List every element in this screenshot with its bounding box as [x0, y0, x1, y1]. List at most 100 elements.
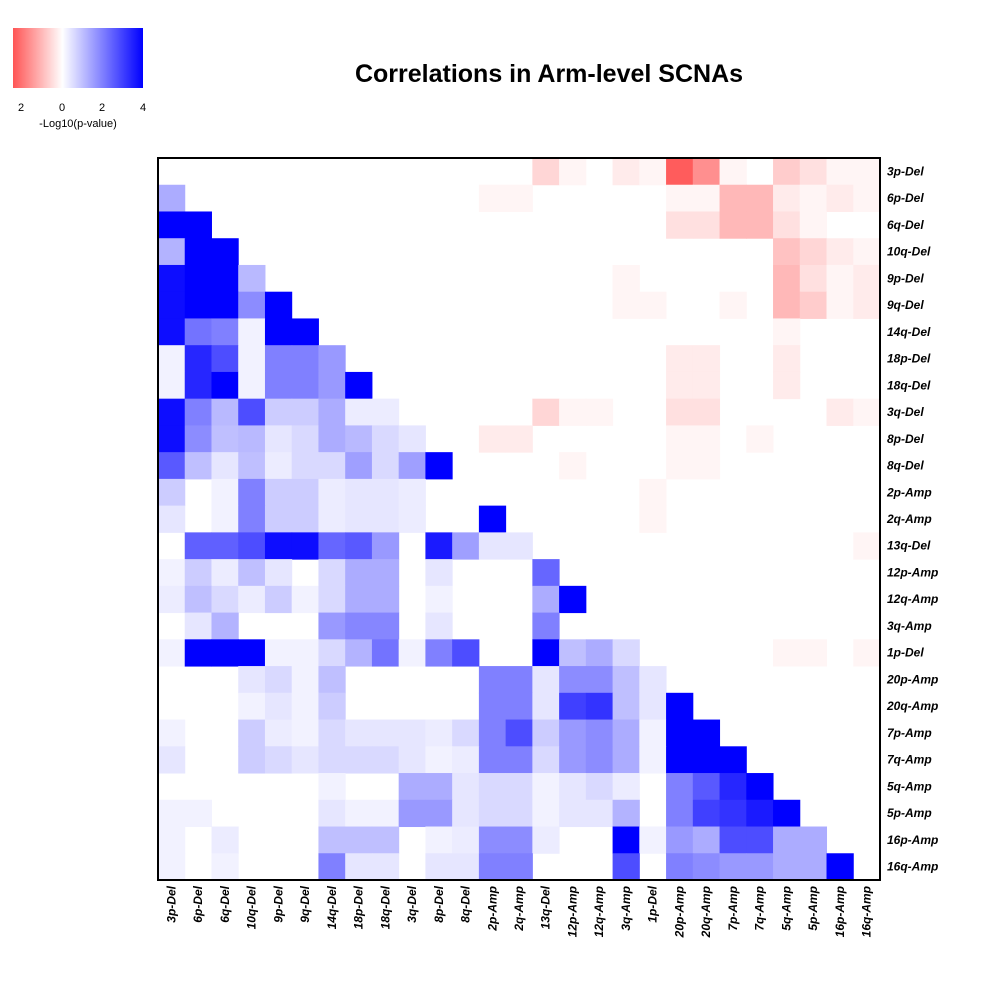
heatmap-cell — [238, 264, 266, 293]
colorbar-tick-label: 2 — [18, 102, 24, 114]
heatmap-cell — [666, 158, 694, 186]
heatmap-cell — [452, 719, 480, 747]
heatmap-cell — [318, 478, 346, 507]
heatmap-cell — [773, 264, 801, 293]
heatmap-cell — [291, 505, 319, 533]
heatmap-cell — [532, 612, 560, 640]
heatmap-cell — [184, 291, 212, 319]
heatmap-cell — [184, 398, 212, 426]
heatmap-cell — [398, 719, 426, 747]
heatmap-cell — [264, 746, 293, 774]
row-label: 13q-Del — [887, 539, 931, 553]
heatmap-cell — [478, 692, 507, 721]
heatmap-cell — [746, 826, 774, 854]
heatmap-cell — [158, 478, 186, 507]
heatmap-cell — [371, 719, 400, 747]
heatmap-cell — [452, 853, 480, 881]
heatmap-cell — [158, 398, 186, 426]
column-label: 13q-Del — [539, 885, 553, 929]
heatmap-cell — [211, 532, 239, 560]
heatmap-cell — [746, 425, 774, 453]
heatmap-cell — [345, 398, 373, 426]
column-label: 5p-Amp — [806, 886, 820, 931]
heatmap-cell — [478, 184, 507, 212]
heatmap-cell — [773, 826, 801, 854]
heatmap-cell — [478, 773, 507, 801]
heatmap-cell — [799, 158, 828, 186]
heatmap-cell — [559, 746, 587, 774]
heatmap-cell — [612, 666, 640, 694]
heatmap-cell — [318, 666, 346, 694]
heatmap-cell — [692, 345, 721, 373]
heatmap-cell — [425, 559, 453, 587]
heatmap-cell — [692, 425, 721, 453]
heatmap-cell — [773, 211, 801, 239]
heatmap-cell — [318, 505, 346, 533]
heatmap-cell — [238, 559, 266, 587]
heatmap-cell — [773, 318, 801, 346]
heatmap-cell — [398, 639, 426, 667]
heatmap-cell — [158, 452, 186, 480]
heatmap-cell — [264, 371, 293, 400]
heatmap-cell — [505, 746, 533, 774]
heatmap-cell — [345, 746, 373, 774]
row-label: 8q-Del — [887, 459, 924, 473]
heatmap-cell — [291, 452, 319, 480]
heatmap-cell — [371, 559, 400, 587]
heatmap-cell — [746, 853, 774, 881]
heatmap-cell — [559, 158, 587, 186]
heatmap-cell — [773, 853, 801, 881]
row-label: 16p-Amp — [887, 833, 938, 847]
heatmap-cell — [639, 692, 667, 721]
heatmap-cell — [826, 853, 854, 881]
heatmap-cell — [666, 853, 694, 881]
heatmap-cell — [184, 559, 212, 587]
colorbar: 2 0 2 4 -Log10(p-value) — [13, 28, 146, 130]
heatmap-cell — [425, 746, 453, 774]
heatmap-cell — [425, 719, 453, 747]
heatmap-cell — [666, 799, 694, 828]
row-label: 18q-Del — [887, 378, 931, 392]
column-label: 8q-Del — [459, 885, 473, 922]
heatmap-cell — [505, 692, 533, 721]
heatmap-cell — [719, 799, 747, 828]
heatmap-cell — [158, 184, 186, 212]
heatmap-cell — [559, 585, 587, 614]
heatmap-cell — [238, 639, 266, 667]
heatmap-cell — [184, 425, 212, 453]
heatmap-cell — [398, 746, 426, 774]
heatmap-cell — [799, 264, 828, 293]
heatmap-cell — [211, 264, 239, 293]
heatmap-cell — [799, 238, 828, 266]
heatmap-cell — [692, 371, 721, 400]
heatmap-cell — [639, 478, 667, 507]
column-label: 7q-Amp — [753, 886, 767, 931]
heatmap-cell — [264, 666, 293, 694]
heatmap-cell — [719, 291, 747, 319]
heatmap-cell — [799, 291, 828, 319]
heatmap-cell — [559, 692, 587, 721]
heatmap-cell — [478, 853, 507, 881]
heatmap-cell — [345, 612, 373, 640]
heatmap-cell — [345, 478, 373, 507]
heatmap-cell — [559, 452, 587, 480]
row-label: 7p-Amp — [887, 726, 932, 740]
heatmap-cell — [612, 853, 640, 881]
colorbar-tick-label: 0 — [59, 102, 65, 114]
heatmap-cell — [612, 826, 640, 854]
heatmap-cell — [291, 318, 319, 346]
heatmap-cell — [184, 264, 212, 293]
heatmap-cell — [238, 478, 266, 507]
heatmap-cell — [773, 184, 801, 212]
heatmap-cell — [398, 452, 426, 480]
heatmap-cell — [532, 692, 560, 721]
heatmap-cell — [666, 425, 694, 453]
heatmap-cell — [345, 585, 373, 614]
column-label: 9q-Del — [298, 885, 312, 922]
heatmap-cell — [773, 158, 801, 186]
heatmap-cell — [692, 158, 721, 186]
heatmap-cell — [238, 532, 266, 560]
heatmap-cell — [184, 799, 212, 828]
heatmap-cell — [371, 585, 400, 614]
heatmap-cell — [158, 585, 186, 614]
